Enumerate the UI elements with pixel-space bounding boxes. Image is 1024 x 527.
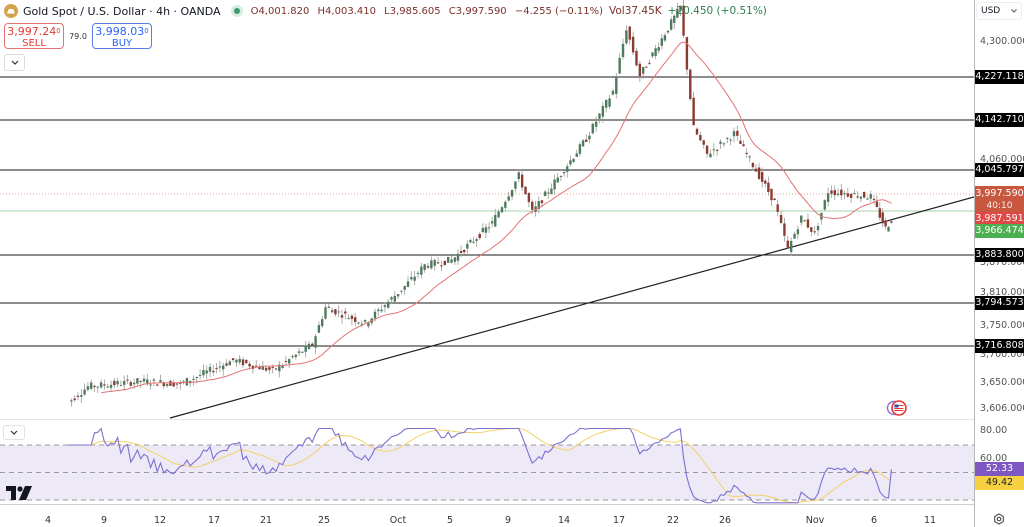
trade-panel: 3,997.240 SELL 79.0 3,998.030 BUY	[4, 23, 152, 49]
price-tick-label: 4,300.000	[980, 36, 1024, 47]
sell-price-pip: 0	[56, 27, 61, 35]
price-tick-label: 3,650.000	[980, 377, 1024, 388]
chevron-down-icon	[11, 60, 18, 65]
candlestick-series[interactable]	[70, 0, 893, 407]
ma-value-tag: 3,987.591	[975, 212, 1024, 226]
time-tick-label: 25	[317, 515, 331, 526]
time-tick-label: 14	[557, 515, 571, 526]
sell-button[interactable]: 3,997.240 SELL	[4, 23, 64, 49]
time-tick-label: 5	[446, 515, 454, 526]
currency-selector[interactable]: USD	[976, 2, 1022, 20]
change-value: −4.255 (−0.11%)	[514, 5, 604, 17]
time-tick-label: 21	[259, 515, 273, 526]
symbol-title[interactable]: Gold Spot / U.S. Dollar · 4h · OANDA	[23, 4, 221, 18]
buy-price-pip: 0	[144, 27, 149, 35]
us-economic-event-flag-icon[interactable]	[885, 400, 909, 416]
time-tick-label: 17	[207, 515, 221, 526]
market-open-dot-icon	[230, 5, 243, 17]
tradingview-logo-icon	[6, 486, 32, 500]
rsi-ma-line[interactable]	[68, 427, 892, 504]
tradingview-logo[interactable]	[6, 486, 32, 504]
bar-countdown: 40:10	[986, 201, 1013, 211]
open-value: O4,001.820	[250, 5, 310, 17]
chart-legend-header: Gold Spot / U.S. Dollar · 4h · OANDA O4,…	[4, 3, 767, 19]
volume-value: Vol37.45K	[609, 5, 662, 17]
price-tick-label: 3,810.000	[980, 287, 1024, 298]
legend-collapse-button[interactable]	[4, 54, 25, 71]
sell-label: SELL	[22, 38, 46, 49]
time-tick-label: 6	[870, 515, 878, 526]
level-price-tag: 3,883.800	[975, 248, 1024, 262]
price-tick-label: 3,700.000	[980, 349, 1024, 360]
price-tick-label: 3,750.000	[980, 320, 1024, 331]
time-tick-label: 12	[153, 515, 167, 526]
rsi-line[interactable]	[68, 427, 892, 504]
high-value: H4,003.410	[317, 5, 376, 17]
time-tick-label: 26	[718, 515, 732, 526]
buy-button[interactable]: 3,998.030 BUY	[92, 23, 152, 49]
rsi-value-tag: 52.33	[975, 462, 1024, 476]
time-tick-label: 17	[612, 515, 626, 526]
time-tick-label: Oct	[389, 515, 407, 526]
ascending-trendline[interactable]	[169, 196, 974, 419]
time-tick-label: 9	[504, 515, 512, 526]
low-value: L3,985.605	[384, 5, 441, 17]
gold-bar-icon	[4, 4, 18, 18]
price-axis-border	[974, 0, 975, 527]
extra-change-value: +20.450 (+0.51%)	[667, 5, 767, 17]
level-price-tag: 4,227.118	[975, 70, 1024, 84]
price-tick-label: 4,060.000	[980, 154, 1024, 165]
price-tick-label: 3,870.000	[980, 257, 1024, 268]
price-chart-canvas[interactable]	[0, 0, 974, 527]
time-tick-label: 22	[666, 515, 680, 526]
rsi-ma-value-tag: 49.42	[975, 476, 1024, 490]
price-tick-label: 3,606.000	[980, 403, 1024, 414]
level-price-tag: 4,045.797	[975, 163, 1024, 177]
ohlc-values: O4,001.820 H4,003.410 L3,985.605 C3,997.…	[251, 6, 603, 17]
sell-price: 3,997.24	[7, 25, 57, 38]
pane-separator[interactable]	[0, 419, 974, 420]
rsi-tick-label: 60.00	[980, 453, 1008, 464]
level-price-tag: 3,716.808	[975, 339, 1024, 353]
time-tick-label: 4	[44, 515, 52, 526]
moving-average-line[interactable]	[101, 41, 892, 394]
rsi-tick-label: 80.00	[980, 425, 1008, 436]
time-tick-label: 9	[100, 515, 108, 526]
spread-value: 79.0	[69, 31, 87, 41]
rsi-collapse-button[interactable]	[3, 425, 25, 440]
close-value: C3,997.590	[448, 5, 507, 17]
time-tick-label: 11	[923, 515, 937, 526]
level-price-tag: 3,794.573	[975, 296, 1024, 310]
buy-label: BUY	[111, 38, 133, 49]
settings-gear-icon[interactable]	[993, 513, 1005, 525]
chevron-down-icon	[10, 430, 18, 435]
currency-label: USD	[981, 6, 1001, 16]
last-price: 3,997.590	[975, 188, 1024, 199]
support-value-tag: 3,966.474	[975, 224, 1024, 238]
time-axis-border	[0, 504, 974, 505]
level-price-tag: 4,142.710	[975, 113, 1024, 127]
last-price-tag: 3,997.590 40:10	[975, 186, 1024, 213]
chevron-down-icon	[1011, 9, 1017, 13]
buy-price: 3,998.03	[95, 25, 145, 38]
time-tick-label: Nov	[805, 515, 825, 526]
